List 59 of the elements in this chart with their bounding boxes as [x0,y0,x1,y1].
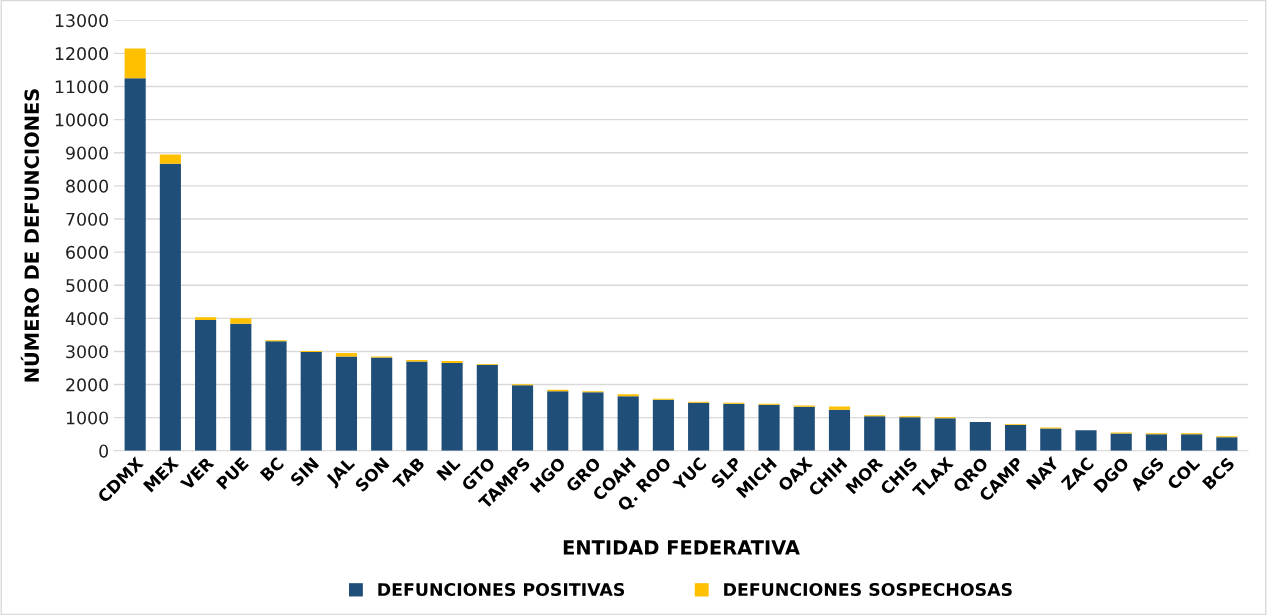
bar [406,361,428,451]
bar [371,357,393,451]
y-tick-label: 6000 [66,245,109,259]
bar [1181,434,1203,451]
y-tick-label: 13000 [55,14,109,28]
x-tick-label: BC [259,456,285,482]
bar [934,418,956,451]
y-tick-label: 5000 [66,278,109,293]
x-tick-label: COL [1166,456,1201,491]
bar [793,406,815,451]
bar [1005,424,1027,451]
bar [828,406,851,410]
bar [230,318,252,324]
bar [335,353,358,357]
y-tick-label: 0 [99,444,109,458]
bar [335,356,358,451]
y-tick-label: 11000 [55,80,109,94]
x-tick-label: NL [436,456,461,481]
bar [1145,434,1167,451]
y-tick-label: 3000 [66,345,109,359]
y-tick-label: 8000 [66,179,109,193]
y-tick-label: 7000 [66,212,109,226]
bar [124,78,146,451]
bar [124,48,146,79]
bar [828,409,851,451]
y-tick-label: 12000 [55,47,109,61]
bar [652,399,674,451]
bar [441,363,463,451]
bar [1216,437,1238,451]
bar [230,323,252,451]
bar [159,154,181,164]
bar [159,163,181,451]
legend-label: DEFUNCIONES SOSPECHOSAS [724,582,1012,597]
bar [1040,428,1062,451]
bar [758,404,780,451]
bar [195,317,217,320]
bar [511,385,534,451]
y-axis-title: NÚMERO DE DEFUNCIONES [20,89,40,382]
y-tick-label: 2000 [66,378,109,392]
legend-label: DEFUNCIONES POSITIVAS [378,582,625,597]
bar [265,341,287,451]
bar [969,421,991,451]
bar [899,417,921,451]
y-tick-label: 4000 [65,312,109,326]
bar [1075,430,1097,451]
bar [617,396,639,451]
bar [547,391,569,451]
y-tick-label: 10000 [55,113,109,127]
bar [300,352,322,451]
bar [195,319,217,451]
bar [723,403,745,451]
bar [688,402,710,451]
bar [1110,433,1132,451]
bar [582,392,604,451]
x-axis-title: ENTIDAD FEDERATIVA [563,540,800,555]
bar [476,364,498,451]
y-tick-label: 9000 [66,146,109,160]
bar [864,416,886,451]
y-tick-label: 1000 [66,411,109,425]
